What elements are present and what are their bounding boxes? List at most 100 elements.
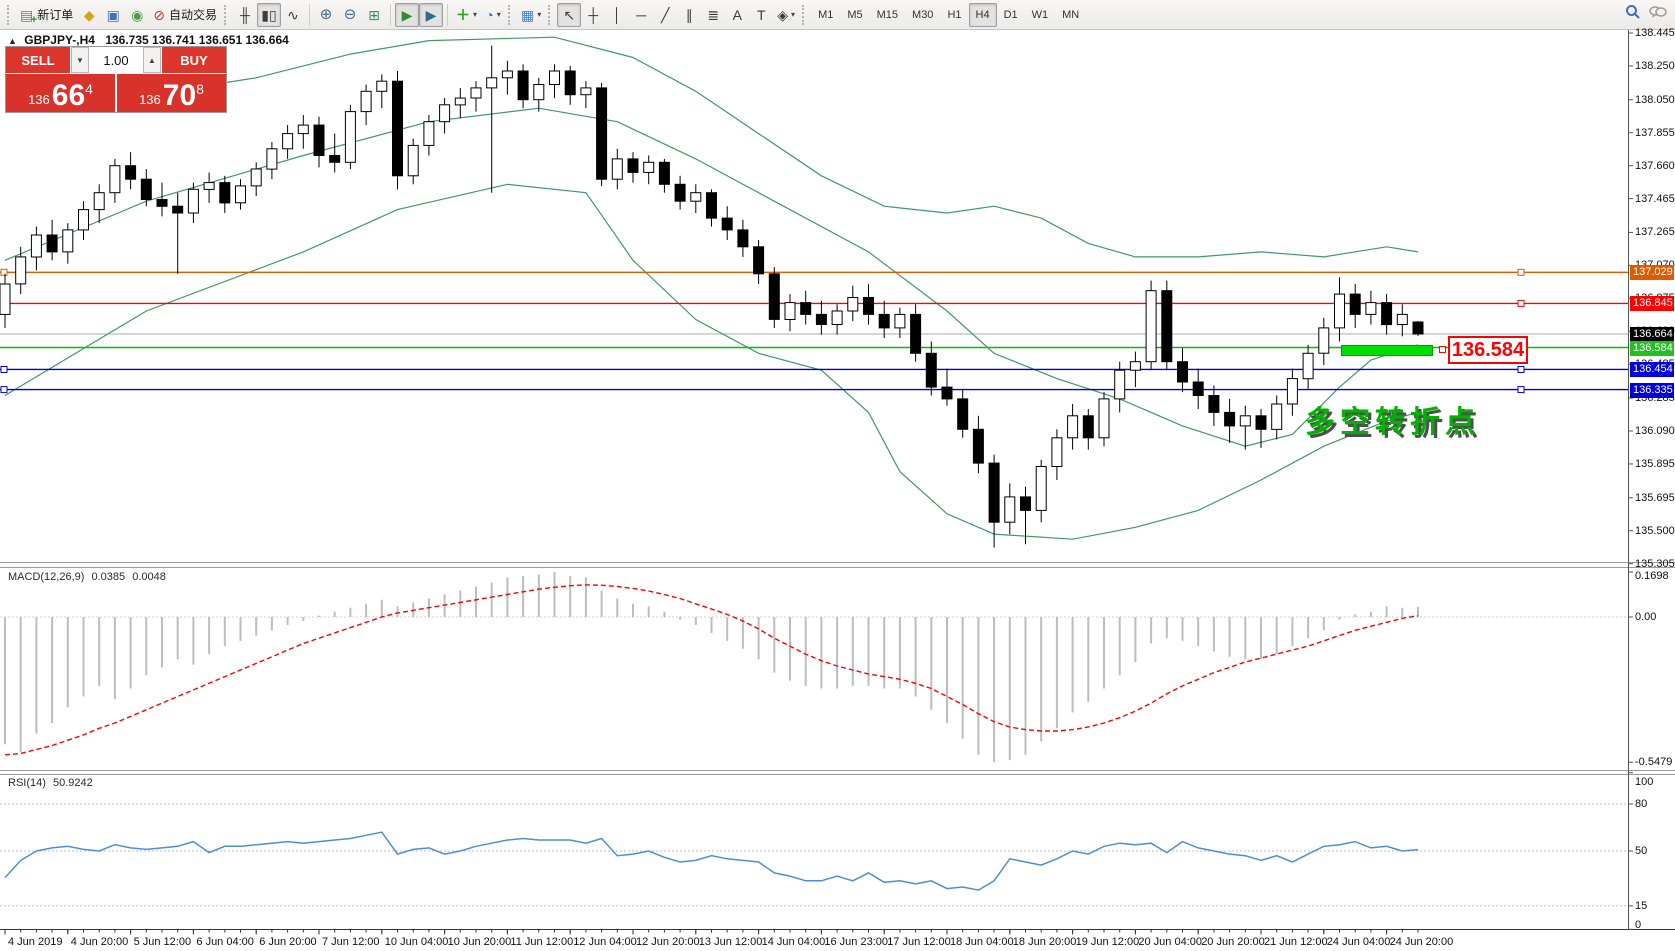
buy-price[interactable]: 136 70 8 (117, 74, 226, 112)
auto-scroll-icon: ▶ (401, 6, 413, 23)
price-tick-label: 137.265 (1635, 226, 1675, 239)
vertical-line-button[interactable]: │ (605, 3, 629, 27)
sell-price[interactable]: 136 66 4 (6, 74, 115, 112)
macd-min-label: -0.5479 (1635, 756, 1673, 769)
periods-icon: ◔ (485, 6, 494, 23)
tile-windows-icon: ⊞ (368, 6, 380, 23)
rsi-axis-label: 0 (1635, 918, 1642, 931)
metaeditor-button[interactable]: ◆ (77, 3, 101, 27)
one-click-trading-panel: SELL ▼ 1.00 ▲ BUY 136 66 4 136 70 8 (5, 46, 227, 113)
bar-chart-button[interactable]: ╫ (233, 3, 257, 27)
chevron-down-icon: ▾ (496, 10, 501, 19)
sell-button[interactable]: SELL (6, 47, 70, 73)
macd-zero-label: 0.00 (1635, 611, 1657, 623)
fibonacci-button[interactable]: ≣ (701, 3, 725, 27)
horizontal-line-button[interactable]: ─ (629, 3, 653, 27)
templates-button[interactable]: ▦ ▾ (517, 3, 545, 27)
indicators-button[interactable]: ＋ ▾ (452, 3, 481, 27)
zoom-in-button[interactable]: ⊕ (314, 3, 338, 27)
line-chart-button[interactable]: ∿ (281, 3, 305, 27)
chat-icon (1649, 4, 1667, 25)
terminal-button[interactable]: ▣ (101, 3, 125, 27)
candlestick-chart-button[interactable]: ▮▯ (257, 2, 281, 27)
new-order-button[interactable]: ▤新订单 (16, 3, 77, 27)
volume-down-button[interactable]: ▼ (71, 47, 89, 73)
tf-mn-label: MN (1062, 8, 1080, 21)
autotrading-icon: ⊘ (153, 6, 165, 23)
arrows-button[interactable]: ◈ ▾ (773, 3, 799, 27)
templates-icon: ▦ (521, 6, 535, 23)
volume-input[interactable]: 1.00 (89, 47, 143, 73)
cursor-button[interactable]: ↖ (557, 2, 582, 27)
tf-h4-button[interactable]: H4 (968, 2, 997, 27)
turning-point-annotation[interactable]: 多空转折点 (1305, 406, 1480, 439)
time-tick-label: 4 Jun 20:00 (70, 936, 129, 948)
time-tick-label: 14 Jun 04:00 (761, 936, 826, 948)
time-tick-label: 18 Jun 20:00 (1012, 936, 1077, 948)
search-button[interactable] (1621, 3, 1645, 27)
rsi-axis-label: 80 (1635, 798, 1648, 811)
time-tick-label: 11 Jun 12:00 (510, 936, 574, 948)
autotrading-button[interactable]: ⊘ 自动交易 (149, 3, 221, 27)
new-order-icon: ▤ (20, 8, 38, 26)
time-tick-label: 6 Jun 04:00 (196, 936, 254, 948)
toolbar: ▤新订单◆▣◉⊘自动交易╫▮▯∿⊕⊖⊞▶▶＋▾◔▾▦▾↖┼│─╱∥≣AT◈▾M1… (0, 0, 1675, 30)
time-tick-label: 16 Jun 23:00 (824, 936, 889, 948)
fibonacci-icon: ≣ (707, 6, 720, 23)
chart-shift-button[interactable]: ▶ (419, 2, 443, 27)
text-label-icon: T (756, 6, 766, 23)
tf-m15-button[interactable]: M15 (870, 3, 905, 27)
time-tick-label: 19 Jun 12:00 (1075, 936, 1140, 948)
buy-price-figure: 136 (139, 92, 161, 107)
price-tick-label: 137.855 (1635, 126, 1675, 139)
sell-price-point: 4 (85, 81, 93, 97)
text-label-button[interactable]: T (749, 3, 773, 27)
tf-d1-button[interactable]: D1 (997, 3, 1025, 27)
pivot-zone-bar[interactable] (1341, 345, 1433, 356)
auto-scroll-button[interactable]: ▶ (395, 2, 419, 27)
tf-h1-label: H1 (947, 8, 962, 21)
tf-mn-button[interactable]: MN (1055, 3, 1086, 27)
chart-title: ▲ GBPJPY-,H4 136.735 136.741 136.651 136… (8, 33, 289, 47)
tf-m5-button[interactable]: M5 (840, 3, 869, 27)
candlestick-icon: ▮▯ (261, 6, 277, 23)
time-tick-label: 5 Jun 12:00 (133, 936, 192, 948)
tf-m30-button[interactable]: M30 (905, 3, 940, 27)
buy-button[interactable]: BUY (162, 47, 226, 73)
terminal-icon: ▣ (106, 6, 120, 23)
panel-collapse-icon[interactable]: ▲ (8, 36, 17, 46)
rsi-label: RSI(14) 50.9242 (8, 777, 93, 789)
equidistant-channel-button[interactable]: ∥ (677, 3, 701, 27)
tf-h1-button[interactable]: H1 (940, 3, 968, 27)
crosshair-button[interactable]: ┼ (581, 3, 605, 27)
vertical-line-icon: │ (612, 6, 622, 23)
tf-m1-button[interactable]: M1 (811, 3, 840, 27)
crosshair-icon: ┼ (588, 6, 599, 23)
time-tick-label: 17 Jun 12:00 (887, 936, 951, 948)
signals-icon: ◉ (131, 6, 144, 23)
rsi-axis-label: 50 (1635, 845, 1648, 857)
text-button[interactable]: A (725, 3, 749, 27)
sell-zone-line-badge: 136.845 (1630, 296, 1674, 312)
trendline-button[interactable]: ╱ (653, 3, 677, 27)
tile-windows-button[interactable]: ⊞ (362, 3, 386, 27)
price-label-box[interactable]: 136.584 (1448, 336, 1528, 364)
signals-button[interactable]: ◉ (125, 3, 149, 27)
tf-w1-button[interactable]: W1 (1025, 3, 1056, 27)
zoom-out-icon: ⊖ (343, 6, 357, 23)
time-tick-label: 13 Jun 12:00 (698, 936, 763, 948)
chevron-down-icon: ▾ (791, 10, 796, 19)
chat-button[interactable] (1645, 3, 1671, 27)
price-tick-label: 138.445 (1635, 27, 1675, 39)
zoom-out-button[interactable]: ⊖ (338, 3, 362, 27)
time-tick-label: 10 Jun 20:00 (447, 936, 512, 948)
periods-button[interactable]: ◔ ▾ (481, 3, 505, 27)
autotrading-label: 自动交易 (168, 8, 217, 22)
trendline-icon: ╱ (661, 6, 670, 23)
volume-up-button[interactable]: ▲ (143, 47, 161, 73)
time-tick-label: 24 Jun 04:00 (1326, 936, 1391, 948)
price-label-anchor[interactable] (1439, 346, 1446, 353)
rsi-axis-label: 15 (1635, 899, 1648, 912)
